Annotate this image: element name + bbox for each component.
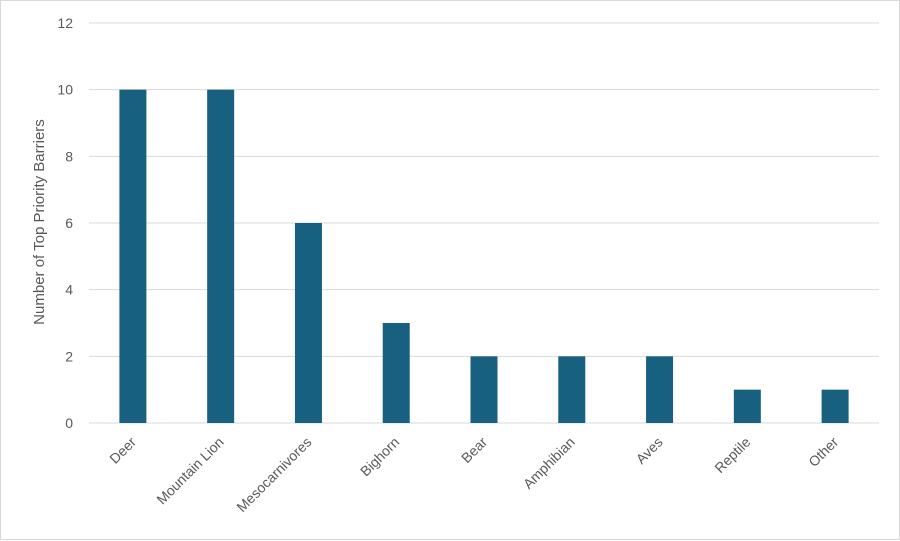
bars <box>119 89 849 424</box>
x-tick-label: Reptile <box>711 434 753 476</box>
bar-other <box>821 389 849 423</box>
bar-deer <box>119 89 147 424</box>
x-tick-label: Bear <box>458 434 490 466</box>
y-tick-label: 4 <box>65 282 73 298</box>
x-tick-label: Aves <box>633 434 666 467</box>
y-tick-label: 12 <box>57 15 73 31</box>
y-axis-ticks: 0 2 4 6 8 10 12 <box>57 15 73 431</box>
y-axis-title: Number of Top Priority Barriers <box>31 119 48 325</box>
bar-bighorn <box>382 323 410 423</box>
x-tick-label: Bighorn <box>357 434 402 479</box>
bar-reptile <box>733 389 761 423</box>
bar-mesocarnivores <box>294 223 322 423</box>
y-tick-label: 0 <box>65 415 73 431</box>
bar-amphibian <box>558 356 586 423</box>
y-tick-label: 10 <box>57 82 73 98</box>
x-tick-label: Mesocarnivores <box>233 434 314 515</box>
x-axis-ticks: Deer Mountain Lion Mesocarnivores Bighorn Be… <box>106 434 841 515</box>
bar-aves <box>646 356 674 423</box>
y-tick-label: 6 <box>65 215 73 231</box>
y-tick-label: 2 <box>65 348 73 364</box>
x-tick-label: Other <box>805 434 841 470</box>
bar-bear <box>470 356 498 423</box>
x-tick-label: Deer <box>106 434 139 467</box>
y-tick-label: 8 <box>65 148 73 164</box>
x-tick-label: Amphibian <box>520 434 578 492</box>
bar-mountain-lion <box>207 89 235 424</box>
x-tick-label: Mountain Lion <box>153 434 227 508</box>
